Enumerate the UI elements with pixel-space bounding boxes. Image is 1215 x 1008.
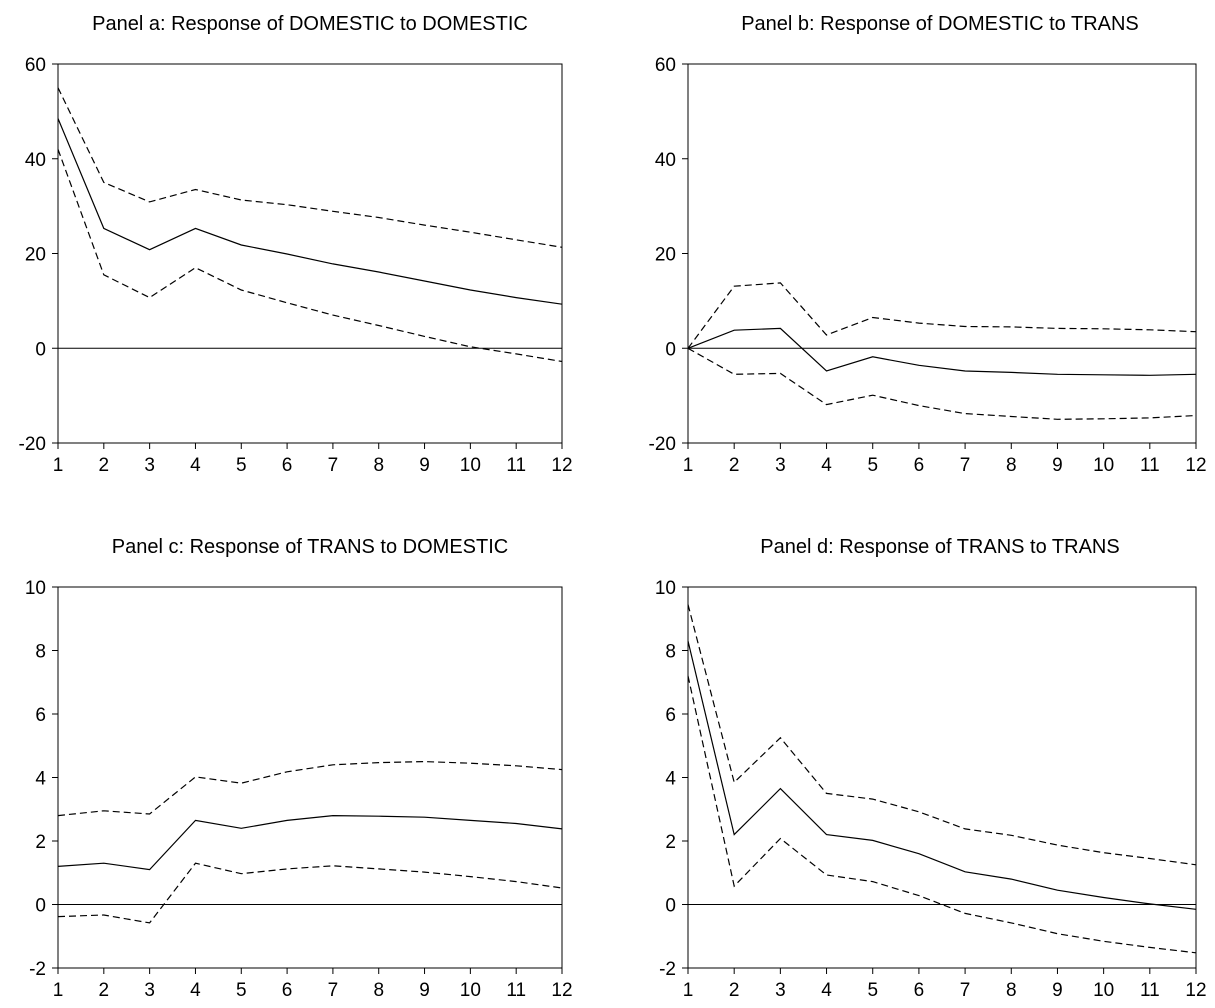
panel-c-xtick-label: 8 <box>373 980 384 1001</box>
panel-d-xtick-label: 7 <box>960 980 971 1001</box>
panel-b-ytick-label: 60 <box>655 55 676 76</box>
panel-c-lower-band-line <box>57 862 563 924</box>
panel-a: Panel a: Response of DOMESTIC to DOMESTI… <box>19 13 573 476</box>
panel-c-xtick-label: 5 <box>236 980 247 1001</box>
panel-d-ytick-label: 4 <box>665 769 676 790</box>
panel-c-frame <box>57 586 563 969</box>
panel-c-ytick-label: 6 <box>35 705 46 726</box>
panel-a-title: Panel a: Response of DOMESTIC to DOMESTI… <box>92 13 528 35</box>
panel-d-ytick-label: 6 <box>665 705 676 726</box>
panel-a-ytick-label: 20 <box>25 245 46 266</box>
panel-a-xtick-label: 2 <box>99 455 110 476</box>
panel-c-xtick-label: 3 <box>144 980 155 1001</box>
panel-c-xtick-label: 9 <box>419 980 430 1001</box>
panel-a-ytick-label: 60 <box>25 55 46 76</box>
panel-c-xtick-label: 4 <box>190 980 201 1001</box>
panel-b-response-line <box>687 327 1197 376</box>
panel-c-response-line <box>57 814 563 871</box>
panel-d-ytick-label: 10 <box>655 578 676 599</box>
panel-d-xtick-label: 5 <box>867 980 878 1001</box>
panel-b-xtick-label: 10 <box>1093 455 1114 476</box>
panel-c-xtick-label: 1 <box>53 980 64 1001</box>
panel-c-xtick-label: 10 <box>460 980 481 1001</box>
panel-d-ytick-label: 8 <box>665 642 676 663</box>
panel-d-xtick-label: 4 <box>821 980 832 1001</box>
panel-c-xtick-label: 2 <box>99 980 110 1001</box>
panel-d-ytick-label: 0 <box>665 896 676 917</box>
panel-b-xtick-label: 3 <box>775 455 786 476</box>
panel-a-xtick-label: 7 <box>328 455 339 476</box>
panel-c-ytick-label: 0 <box>35 896 46 917</box>
panel-c-xtick-label: 12 <box>551 980 572 1001</box>
panel-c-xtick-label: 7 <box>328 980 339 1001</box>
panel-c-title: Panel c: Response of TRANS to DOMESTIC <box>112 536 508 558</box>
panel-b-upper-band-line <box>687 282 1197 349</box>
panel-d-xtick-label: 6 <box>914 980 925 1001</box>
panel-c-xtick-label: 11 <box>506 980 526 1001</box>
panel-a-xtick-label: 6 <box>282 455 293 476</box>
panel-d-ytick-label: -2 <box>659 959 676 980</box>
panel-b-xtick-label: 1 <box>683 455 694 476</box>
panel-a-xtick-label: 9 <box>419 455 430 476</box>
panel-a-xtick-label: 3 <box>144 455 155 476</box>
panel-a-response-line <box>57 118 563 305</box>
panel-b-xtick-label: 9 <box>1052 455 1063 476</box>
panel-d-xtick-label: 1 <box>683 980 694 1001</box>
panel-d-ytick-label: 2 <box>665 832 676 853</box>
panel-d-xtick-label: 9 <box>1052 980 1063 1001</box>
panel-b: Panel b: Response of DOMESTIC to TRANS -… <box>649 13 1207 476</box>
panel-d-upper-band-line <box>687 604 1197 866</box>
panel-b-xtick-label: 5 <box>867 455 878 476</box>
panel-a-xtick-label: 5 <box>236 455 247 476</box>
panel-d-xtick-label: 12 <box>1185 980 1206 1001</box>
panel-b-xtick-label: 7 <box>960 455 971 476</box>
panel-d-title: Panel d: Response of TRANS to TRANS <box>760 536 1119 558</box>
panel-b-ytick-label: 0 <box>665 339 676 360</box>
panel-c-ytick-label: 10 <box>25 578 46 599</box>
panel-c-ytick-label: 4 <box>35 769 46 790</box>
panel-b-xtick-label: 11 <box>1140 455 1160 476</box>
panel-d: Panel d: Response of TRANS to TRANS -2 0 2… <box>655 536 1207 1001</box>
panel-b-xtick-label: 2 <box>729 455 740 476</box>
panel-b-ytick-label: 20 <box>655 245 676 266</box>
panel-b-ytick-label: 40 <box>655 150 676 171</box>
panel-a-ytick-label: -20 <box>19 434 46 455</box>
panel-b-lower-band-line <box>687 347 1197 420</box>
panel-c-ytick-label: 8 <box>35 642 46 663</box>
panel-d-response-line <box>687 640 1197 910</box>
panel-c: Panel c: Response of TRANS to DOMESTIC -… <box>25 536 573 1001</box>
panel-b-title: Panel b: Response of DOMESTIC to TRANS <box>741 13 1139 35</box>
panel-a-lower-band-line <box>57 149 563 363</box>
panel-a-upper-band-line <box>57 87 563 248</box>
panel-a-xtick-label: 4 <box>190 455 201 476</box>
panel-a-xtick-label: 8 <box>373 455 384 476</box>
panel-a-frame <box>57 63 563 444</box>
panel-c-xtick-label: 6 <box>282 980 293 1001</box>
panel-d-frame <box>687 586 1197 969</box>
panel-a-ytick-label: 0 <box>35 339 46 360</box>
panel-d-lower-band-line <box>687 675 1197 954</box>
panel-c-ytick-label: 2 <box>35 832 46 853</box>
panel-b-ytick-label: -20 <box>649 434 676 455</box>
panel-a-xtick-label: 10 <box>460 455 481 476</box>
panel-a-ytick-label: 40 <box>25 150 46 171</box>
panel-d-xtick-label: 3 <box>775 980 786 1001</box>
panel-a-xtick-label: 1 <box>53 455 64 476</box>
panel-d-xtick-label: 8 <box>1006 980 1017 1001</box>
panel-c-upper-band-line <box>57 760 563 817</box>
panel-a-xtick-label: 12 <box>551 455 572 476</box>
panel-b-xtick-label: 4 <box>821 455 832 476</box>
panel-b-frame <box>687 63 1197 444</box>
panel-c-ytick-label: -2 <box>29 959 46 980</box>
panel-d-xtick-label: 10 <box>1093 980 1114 1001</box>
panel-d-xtick-label: 11 <box>1140 980 1160 1001</box>
panel-a-xtick-label: 11 <box>506 455 526 476</box>
panel-b-xtick-label: 8 <box>1006 455 1017 476</box>
panel-b-xtick-label: 12 <box>1185 455 1206 476</box>
panel-b-xtick-label: 6 <box>914 455 925 476</box>
panel-d-xtick-label: 2 <box>729 980 740 1001</box>
